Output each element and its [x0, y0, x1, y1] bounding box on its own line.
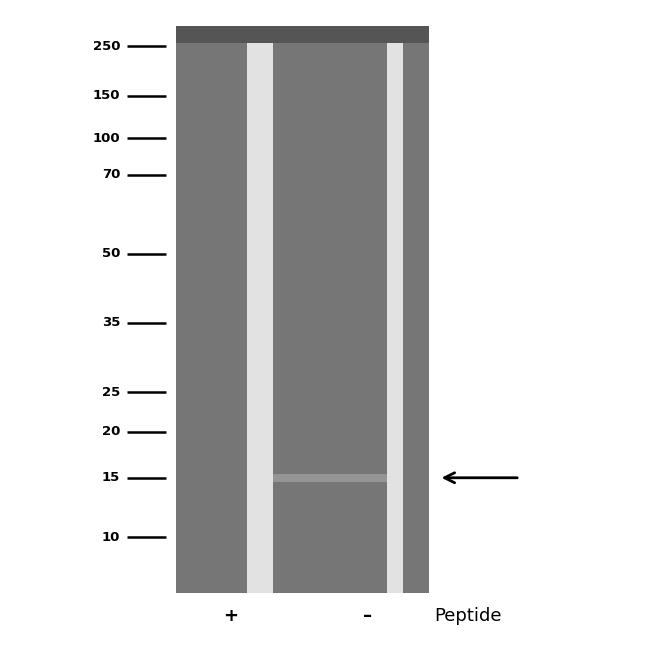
Text: 70: 70 [102, 168, 120, 181]
Text: 50: 50 [102, 247, 120, 260]
Text: 25: 25 [102, 386, 120, 399]
Bar [273, 474, 387, 482]
Bar [387, 26, 403, 593]
Text: 20: 20 [102, 425, 120, 438]
Bar [403, 26, 429, 593]
Text: 100: 100 [92, 132, 120, 145]
Text: 15: 15 [102, 471, 120, 484]
Text: +: + [223, 607, 239, 625]
Text: 35: 35 [102, 316, 120, 330]
Bar [176, 26, 429, 43]
Bar [273, 26, 387, 593]
Bar [247, 26, 273, 593]
Text: 250: 250 [93, 40, 120, 53]
Text: 150: 150 [93, 89, 120, 102]
Text: 10: 10 [102, 530, 120, 544]
Bar [176, 26, 247, 593]
Text: –: – [363, 607, 372, 625]
Text: Peptide: Peptide [434, 607, 502, 625]
